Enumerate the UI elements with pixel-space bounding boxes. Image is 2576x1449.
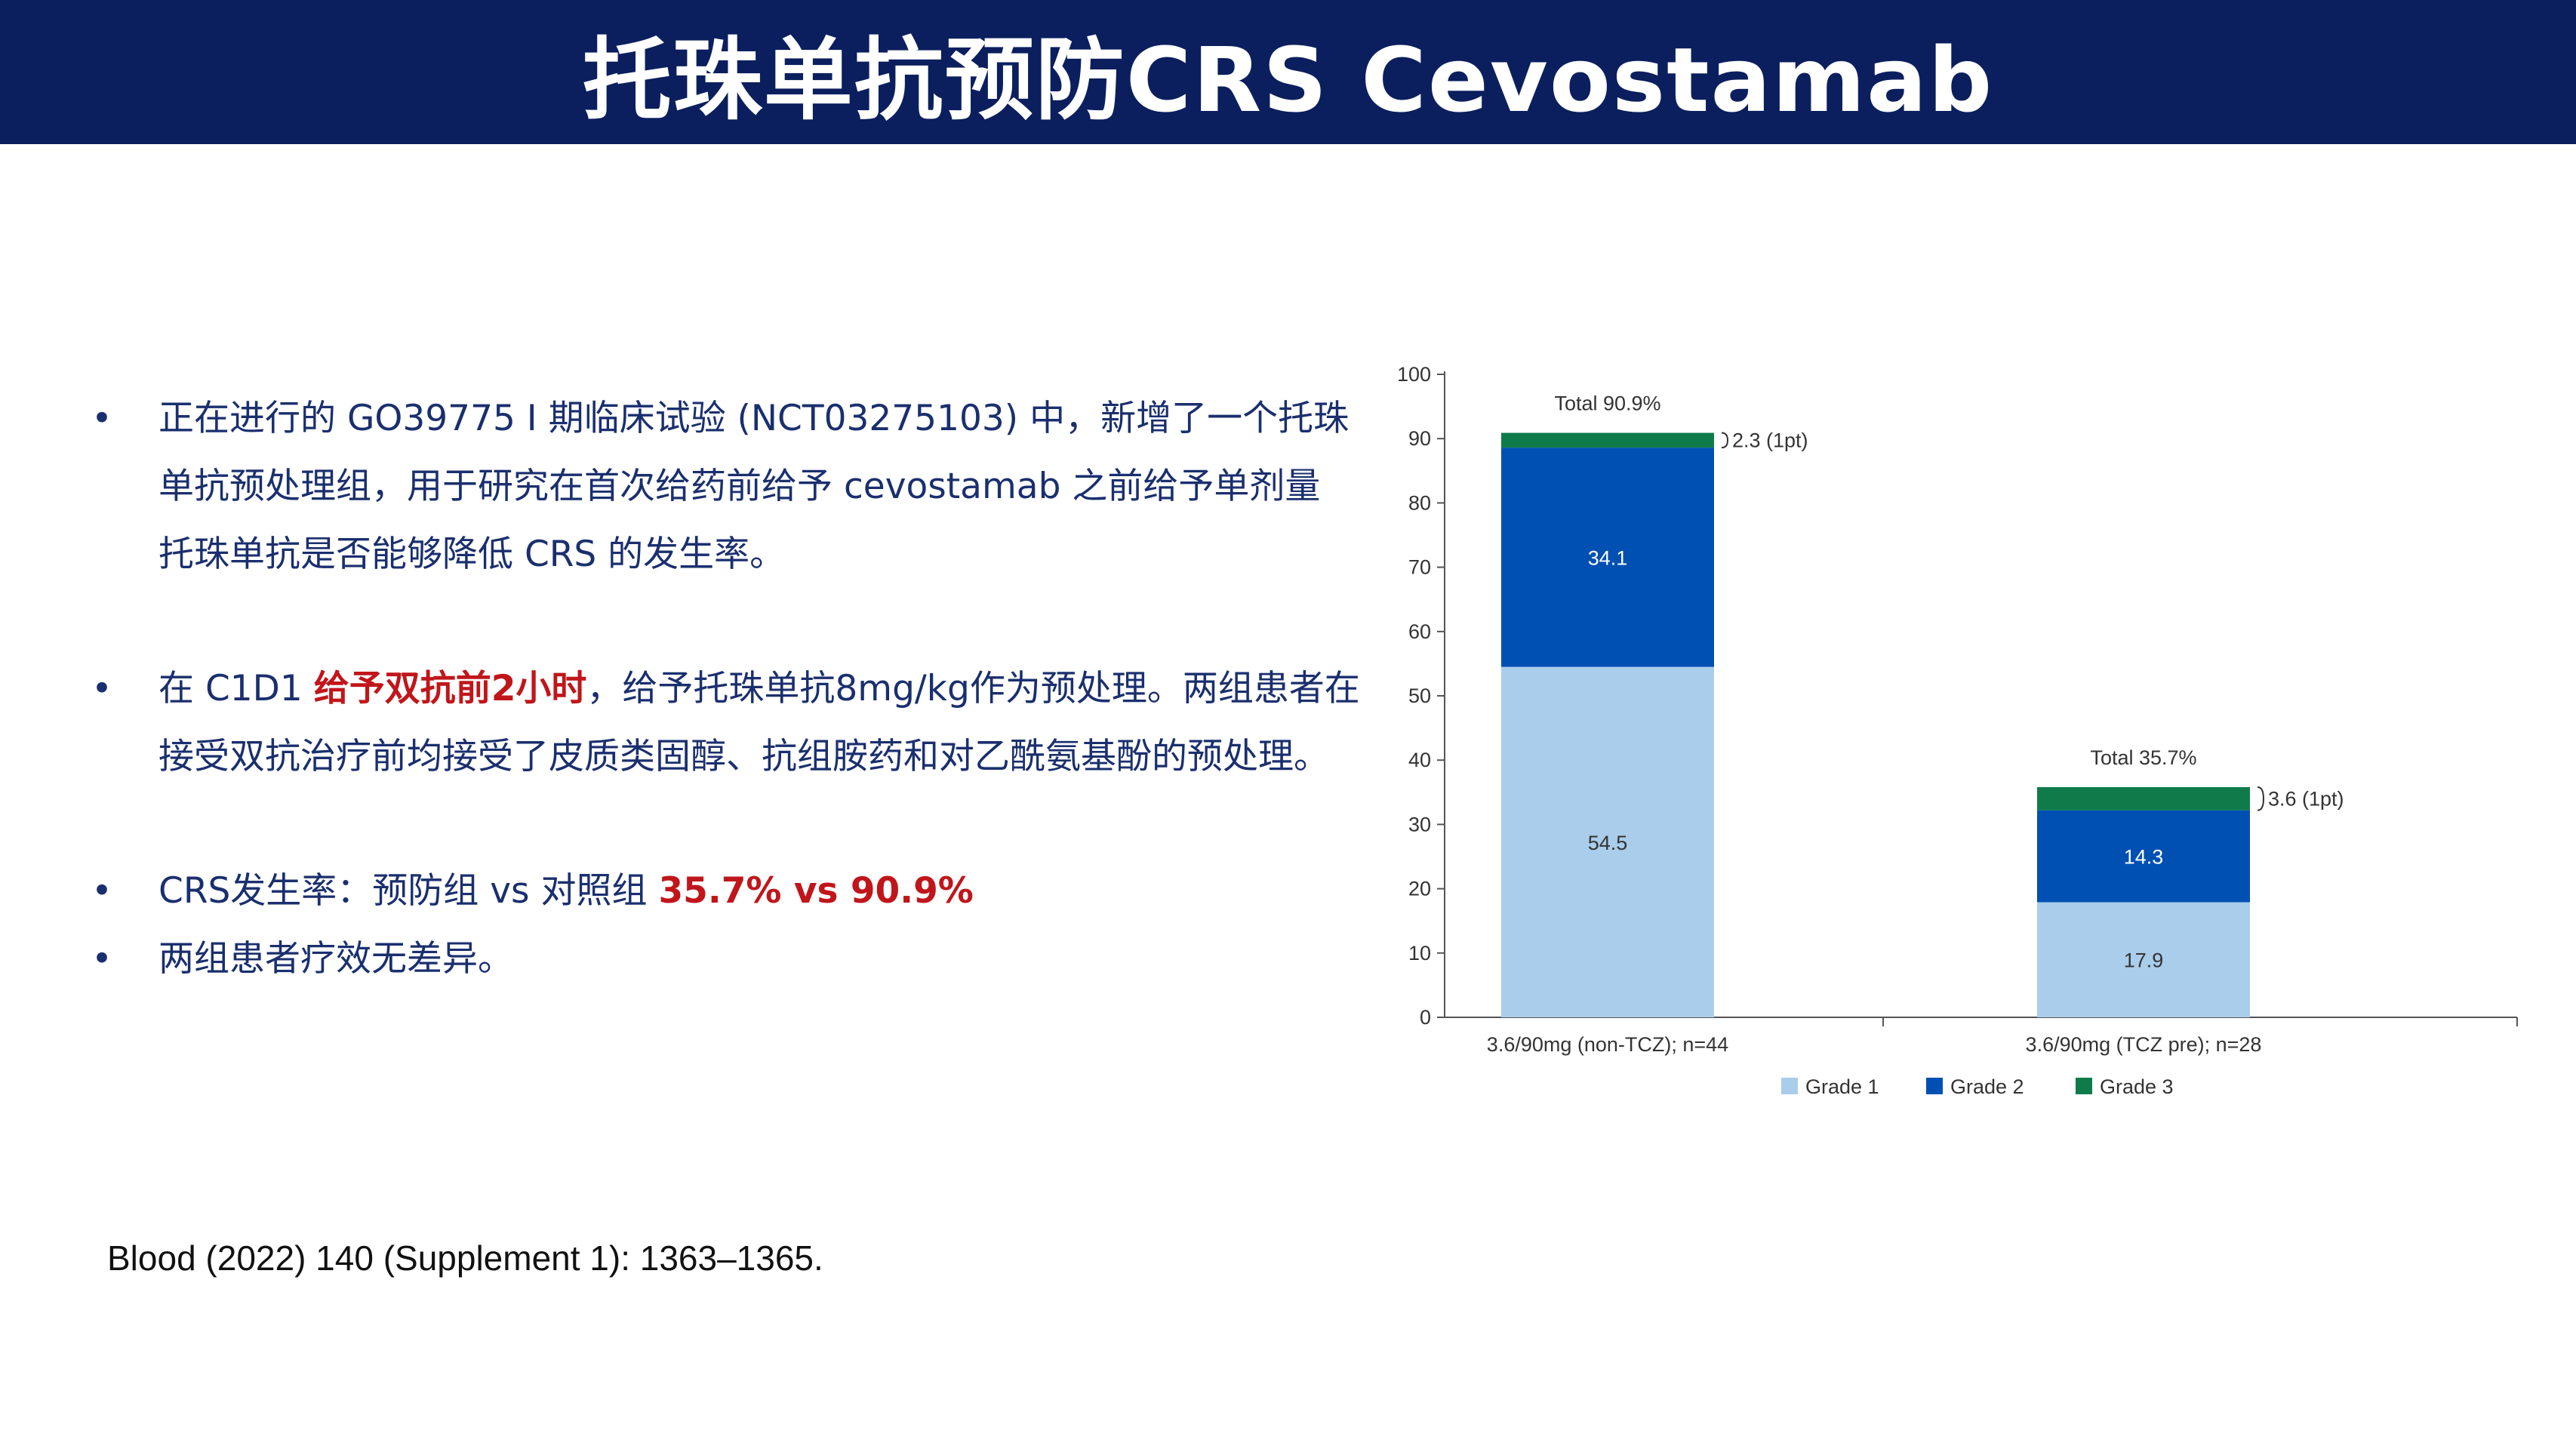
bullet-dot: • [91, 870, 112, 912]
bullet-item-pretreatment: • 在 C1D1 给予双抗前2小时，给予托珠单抗8mg/kg作为预处理。两组患者… [91, 655, 1366, 791]
citation: Blood (2022) 140 (Supplement 1): 1363–13… [107, 1238, 823, 1278]
x-tick-label: 3.6/90mg (TCZ pre); n=28 [2026, 1033, 2262, 1056]
y-tick-label: 100 [1397, 363, 1431, 386]
y-tick-label: 50 [1408, 685, 1431, 707]
bar-segment-grade-2 [2037, 810, 2250, 903]
y-tick-label: 0 [1420, 1006, 1431, 1029]
bullet-item-efficacy: • 两组患者疗效无差异。 [91, 925, 1366, 993]
total-label: Total 35.7% [2090, 746, 2196, 769]
bar-segment-grade-3 [1501, 432, 1714, 448]
x-tick-label: 3.6/90mg (non-TCZ); n=44 [1487, 1033, 1728, 1056]
bullet-text-suffix: ，给予托珠单抗8mg/kg作为预处理。两组患者在接受双抗治疗前均接受了皮质类固醇… [158, 668, 1360, 777]
bullet-highlight: 给予双抗前2小时 [313, 668, 587, 709]
data-label: 54.5 [1588, 832, 1628, 854]
y-tick-label: 60 [1408, 620, 1431, 643]
legend-swatch [1781, 1078, 1798, 1094]
y-tick-label: 90 [1408, 427, 1431, 450]
data-label: 14.3 [2124, 846, 2164, 869]
bullet-highlight: 35.7% vs 90.9% [658, 870, 974, 912]
bullet-dot: • [91, 398, 112, 439]
title-bar: 托珠单抗预防CRS Cevostamab [0, 0, 2576, 144]
page-title: 托珠单抗预防CRS Cevostamab [582, 28, 1994, 132]
y-tick-label: 30 [1408, 813, 1431, 835]
legend-label: Grade 1 [1805, 1075, 1879, 1098]
total-label: Total 90.9% [1554, 392, 1660, 415]
data-label: 34.1 [1588, 546, 1628, 569]
data-label: 2.3 (1pt) [1732, 429, 1808, 451]
bullet-item-crs-rate: • CRS发生率：预防组 vs 对照组 35.7% vs 90.9% [91, 857, 1366, 925]
bullet-dot: • [91, 668, 112, 709]
legend-label: Grade 3 [2100, 1075, 2174, 1098]
crs-grade-stacked-bar-chart: 0 10 20 30 40 50 60 70 80 90 100 3.6/90mg (non-TCZ)… [1397, 363, 2518, 1098]
y-tick-label: 40 [1408, 749, 1431, 771]
legend-label: Grade 2 [1950, 1075, 2024, 1098]
bullet-text-prefix: CRS发生率：预防组 vs 对照组 [158, 870, 659, 912]
grade3-brace [2257, 786, 2265, 811]
y-tick-label: 10 [1408, 942, 1431, 964]
data-label: 17.9 [2124, 949, 2164, 972]
bar-segment-grade-1 [1501, 666, 1714, 1017]
bullet-item-trial: • 正在进行的 GO39775 I 期临床试验 (NCT03275103) 中，… [91, 385, 1366, 589]
bullet-text-prefix: 在 C1D1 [158, 668, 314, 709]
data-label: 3.6 (1pt) [2268, 787, 2344, 810]
y-tick-label: 70 [1408, 556, 1431, 579]
legend-swatch [1926, 1078, 1943, 1094]
bullet-text: 两组患者疗效无差异。 [158, 938, 513, 980]
grade3-brace [1721, 432, 1729, 449]
bar-segment-grade-2 [1501, 448, 1714, 667]
bullet-dot: • [91, 938, 112, 980]
y-tick-label: 80 [1408, 491, 1431, 514]
legend-swatch [2076, 1078, 2092, 1094]
bar-segment-grade-3 [2037, 786, 2250, 811]
bar-segment-grade-1 [2037, 902, 2250, 1017]
y-tick-label: 20 [1408, 878, 1431, 900]
bullet-text: 正在进行的 GO39775 I 期临床试验 (NCT03275103) 中，新增… [158, 398, 1350, 575]
bullet-list: • 正在进行的 GO39775 I 期临床试验 (NCT03275103) 中，… [91, 385, 1366, 993]
